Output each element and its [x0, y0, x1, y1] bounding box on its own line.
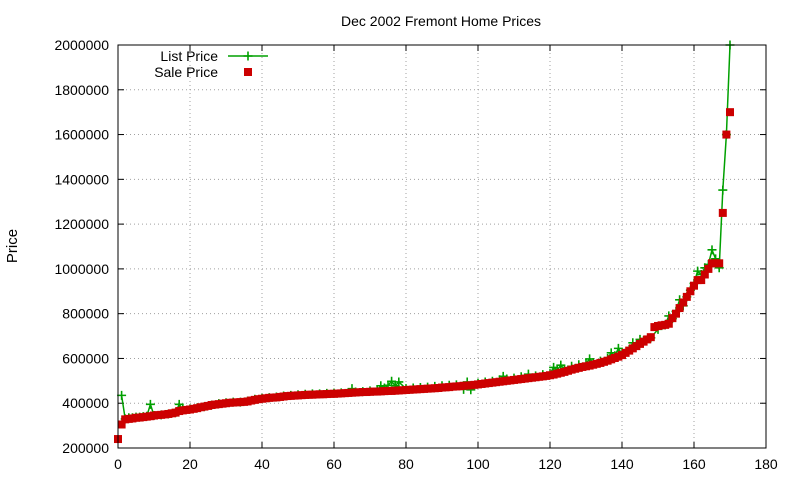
- series-sale-price: [114, 108, 734, 444]
- sale-price-point: [704, 264, 713, 273]
- sale-price-point: [726, 108, 734, 117]
- sale-price-point: [664, 319, 673, 328]
- sale-price-point: [700, 270, 709, 279]
- x-tick-label: 160: [682, 456, 706, 472]
- x-tick-label: 60: [326, 456, 342, 472]
- y-tick-label: 1000000: [54, 261, 109, 277]
- x-tick-label: 100: [466, 456, 490, 472]
- list-price-point: [707, 245, 717, 255]
- list-price-point: [718, 185, 728, 195]
- x-tick-label: 120: [538, 456, 562, 472]
- x-tick-label: 140: [610, 456, 634, 472]
- x-tick-label: 0: [114, 456, 122, 472]
- legend-label: Sale Price: [154, 64, 218, 80]
- gridlines: [118, 45, 766, 448]
- y-tick-label: 2000000: [54, 37, 109, 53]
- y-tick-label: 600000: [62, 350, 109, 366]
- y-tick-label: 200000: [62, 440, 109, 456]
- sale-price-point: [675, 304, 684, 313]
- plot-frame: [117, 44, 767, 449]
- sale-price-point: [668, 314, 677, 323]
- sale-price-point: [722, 130, 731, 139]
- sale-price-point: [679, 298, 688, 307]
- y-tick-label: 800000: [62, 306, 109, 322]
- sale-price-point: [686, 287, 695, 296]
- x-tick-label: 20: [182, 456, 198, 472]
- legend-label: List Price: [160, 48, 218, 64]
- legend-swatch-marker: [244, 68, 252, 76]
- sale-price-point: [117, 420, 126, 429]
- legend-swatch-marker: [243, 51, 253, 61]
- axis-ticks: 200000 400000 600000 800000 1000000 1200000 14…: [54, 37, 777, 472]
- x-tick-label: 40: [254, 456, 270, 472]
- x-tick-label: 80: [398, 456, 414, 472]
- list-price-point: [394, 377, 404, 387]
- plot-series: [114, 40, 735, 444]
- y-tick-label: 1400000: [54, 171, 109, 187]
- sale-price-point: [690, 281, 698, 290]
- sale-price-point: [682, 292, 691, 301]
- sale-price-point: [697, 276, 706, 285]
- sale-price-point: [718, 208, 727, 217]
- y-axis-label: Price: [4, 229, 21, 263]
- sale-price-point: [646, 333, 655, 342]
- sale-price-point: [672, 309, 680, 318]
- y-tick-label: 400000: [62, 395, 109, 411]
- y-tick-label: 1600000: [54, 127, 109, 143]
- y-tick-label: 1200000: [54, 216, 109, 232]
- sale-price-point: [715, 259, 724, 268]
- list-price-point: [117, 390, 127, 400]
- list-price-point: [145, 399, 155, 409]
- chart-title: Dec 2002 Fremont Home Prices: [341, 13, 541, 29]
- y-tick-label: 1800000: [54, 82, 109, 98]
- x-tick-label: 180: [754, 456, 778, 472]
